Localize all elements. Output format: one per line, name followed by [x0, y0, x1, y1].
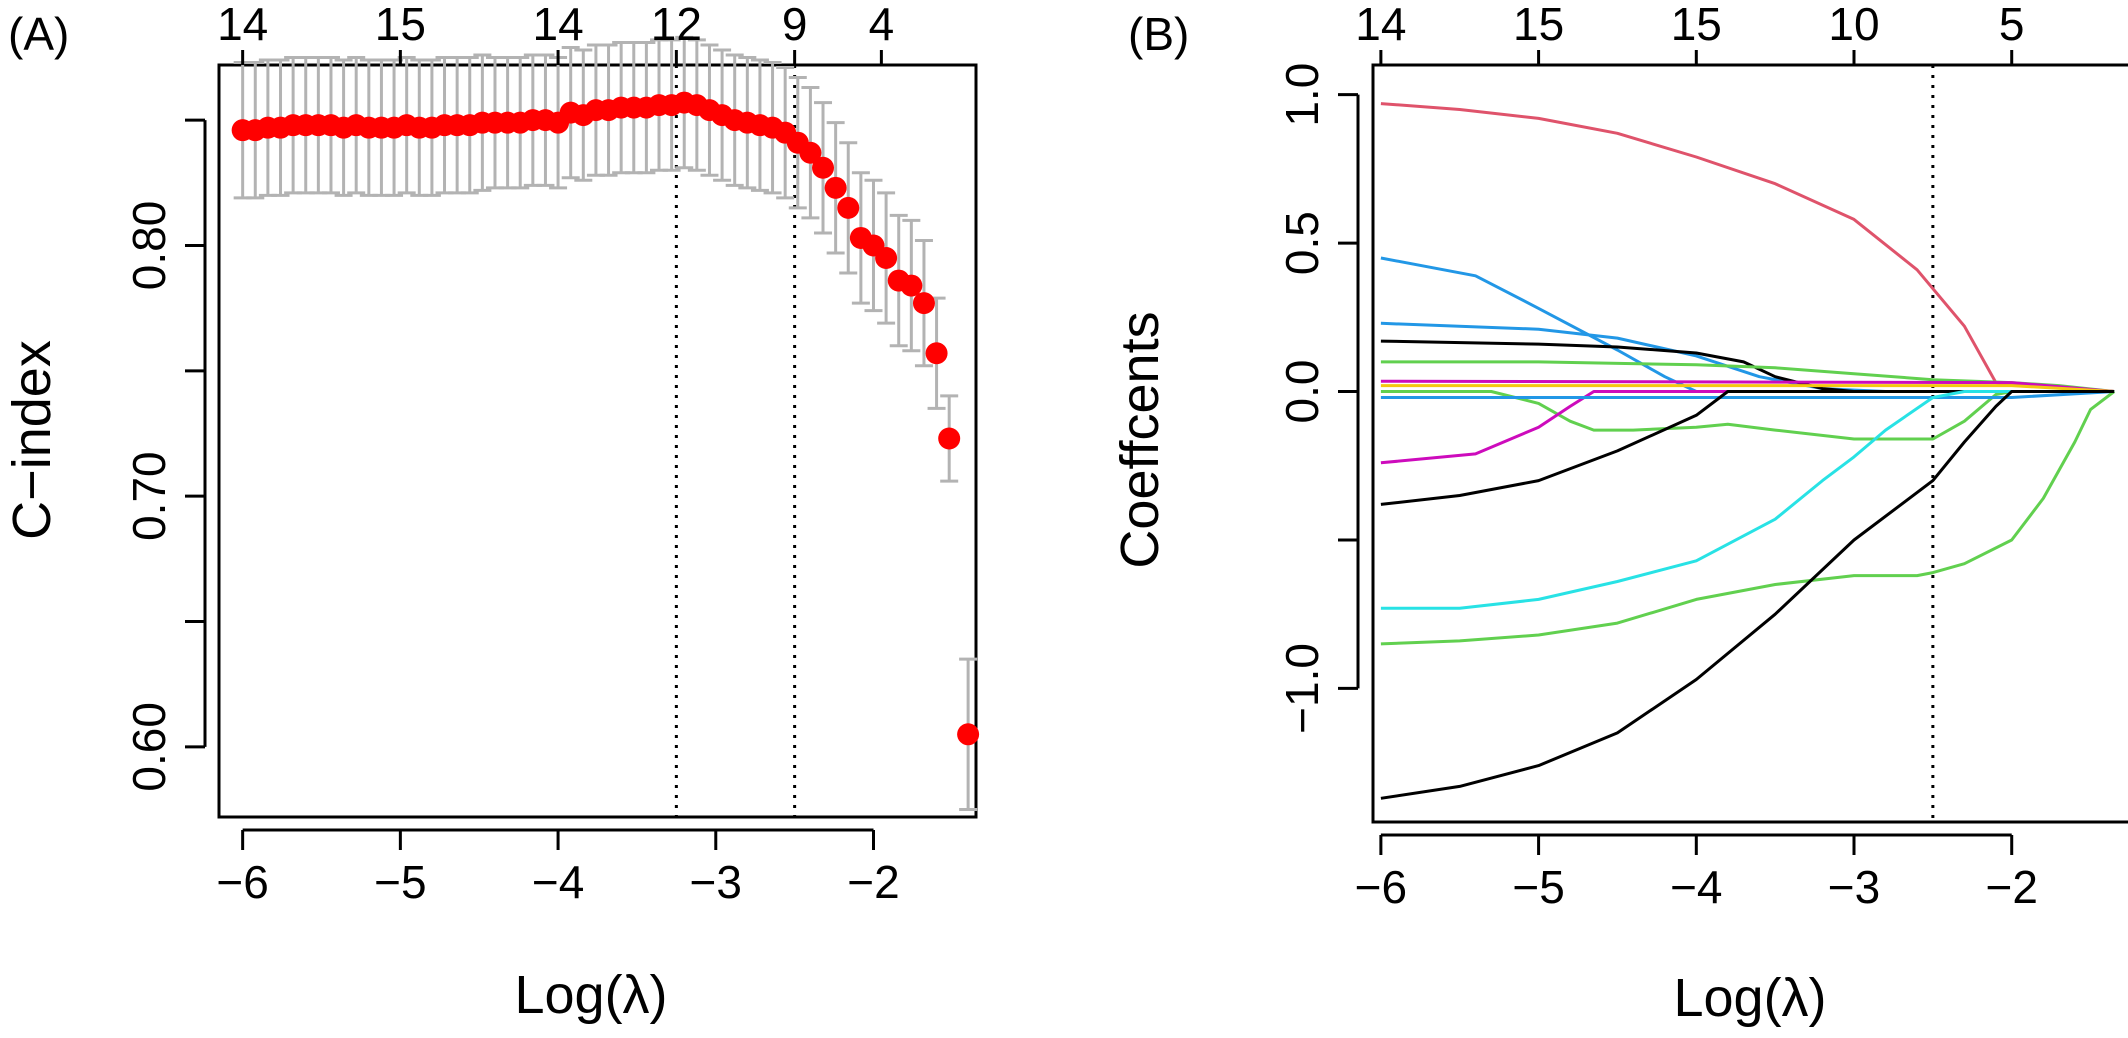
panel-b-top-axis: 14 15 15 10 5	[1355, 0, 2025, 65]
panel-a-points	[231, 91, 980, 746]
panel-a-x-axis: −6 −5 −4 −3 −2	[216, 828, 900, 908]
panel-b-series	[1380, 102, 2116, 800]
panel-b-plot-frame	[1371, 63, 2128, 824]
panel-a: (A) −6 −5 −4 −3 −2 0.60 0.70 0.80 14 15 14 12 9 4 L…	[2, 0, 980, 1025]
panel-b-y-tick-label: 0.5	[1276, 211, 1328, 275]
c-index-point	[938, 427, 961, 450]
panel-a-y-tick-label: 0.80	[123, 201, 175, 291]
coefficient-path	[1380, 390, 2115, 800]
panel-b: (B) −6 −5 −4 −3 −2 −1.0 0.0 0.5 1.0 14 15 15 10 5 L…	[1110, 0, 2128, 1028]
panel-a-top-tick-label: 9	[782, 0, 808, 50]
coefficient-path	[1380, 102, 2115, 393]
panel-a-error-bars	[233, 35, 978, 811]
panel-a-top-tick-label: 14	[217, 0, 268, 50]
coefficient-path	[1380, 390, 2115, 441]
panel-b-x-tick-label: −5	[1512, 861, 1564, 913]
panel-b-y-tick-label: −1.0	[1276, 643, 1328, 734]
c-index-point	[812, 156, 835, 179]
panel-a-top-tick-label: 15	[375, 0, 426, 50]
panel-a-x-tick-label: −4	[532, 856, 584, 908]
c-index-point	[957, 723, 980, 746]
panel-b-y-tick-label: 1.0	[1276, 63, 1328, 127]
panel-a-x-tick-label: −5	[374, 856, 426, 908]
coefficient-path	[1380, 390, 2115, 399]
panel-a-x-axis-title: Log(λ)	[514, 965, 667, 1025]
c-index-point	[837, 196, 860, 219]
panel-b-top-tick-label: 15	[1513, 0, 1564, 50]
panel-a-top-tick-label: 14	[532, 0, 583, 50]
panel-a-top-tick-label: 4	[869, 0, 895, 50]
panel-b-x-tick-label: −3	[1828, 861, 1880, 913]
panel-a-y-tick-label: 0.70	[123, 451, 175, 541]
c-index-point	[912, 292, 935, 315]
panel-b-top-tick-label: 15	[1671, 0, 1722, 50]
panel-a-x-tick-label: −2	[847, 856, 899, 908]
panel-b-y-axis: −1.0 0.0 0.5 1.0	[1276, 63, 1360, 734]
panel-b-y-axis-title: Coeffcents	[1110, 311, 1170, 568]
coefficient-path	[1380, 384, 2115, 393]
panel-b-x-tick-label: −2	[1985, 861, 2037, 913]
panel-a-y-tick-label: 0.60	[123, 702, 175, 792]
panel-a-plot-frame	[217, 63, 978, 819]
panel-a-y-axis: 0.60 0.70 0.80	[123, 118, 207, 792]
coefficient-path	[1380, 390, 2116, 646]
c-index-point	[925, 342, 948, 365]
coefficient-path	[1380, 390, 2115, 610]
c-index-point	[900, 274, 923, 297]
panel-a-x-tick-label: −6	[216, 856, 268, 908]
panel-a-y-axis-title: C−index	[2, 340, 62, 540]
coefficient-path	[1380, 390, 2115, 506]
panel-b-top-tick-label: 5	[1999, 0, 2025, 50]
c-index-point	[799, 141, 822, 164]
panel-a-label: (A)	[8, 8, 69, 60]
panel-a-top-tick-label: 12	[651, 0, 702, 50]
panel-b-x-axis: −6 −5 −4 −3 −2	[1355, 833, 2038, 913]
panel-a-top-axis: 14 15 14 12 9 4	[217, 0, 894, 65]
panel-b-y-tick-label: 0.0	[1276, 360, 1328, 424]
c-index-point	[875, 247, 898, 270]
panel-b-x-tick-label: −4	[1670, 861, 1722, 913]
panel-b-top-tick-label: 10	[1828, 0, 1879, 50]
panel-b-label: (B)	[1128, 8, 1189, 60]
c-index-point	[824, 176, 847, 199]
panel-b-top-tick-label: 14	[1355, 0, 1406, 50]
panel-b-x-tick-label: −6	[1355, 861, 1407, 913]
panel-a-x-tick-label: −3	[690, 856, 742, 908]
panel-b-x-axis-title: Log(λ)	[1673, 968, 1826, 1028]
